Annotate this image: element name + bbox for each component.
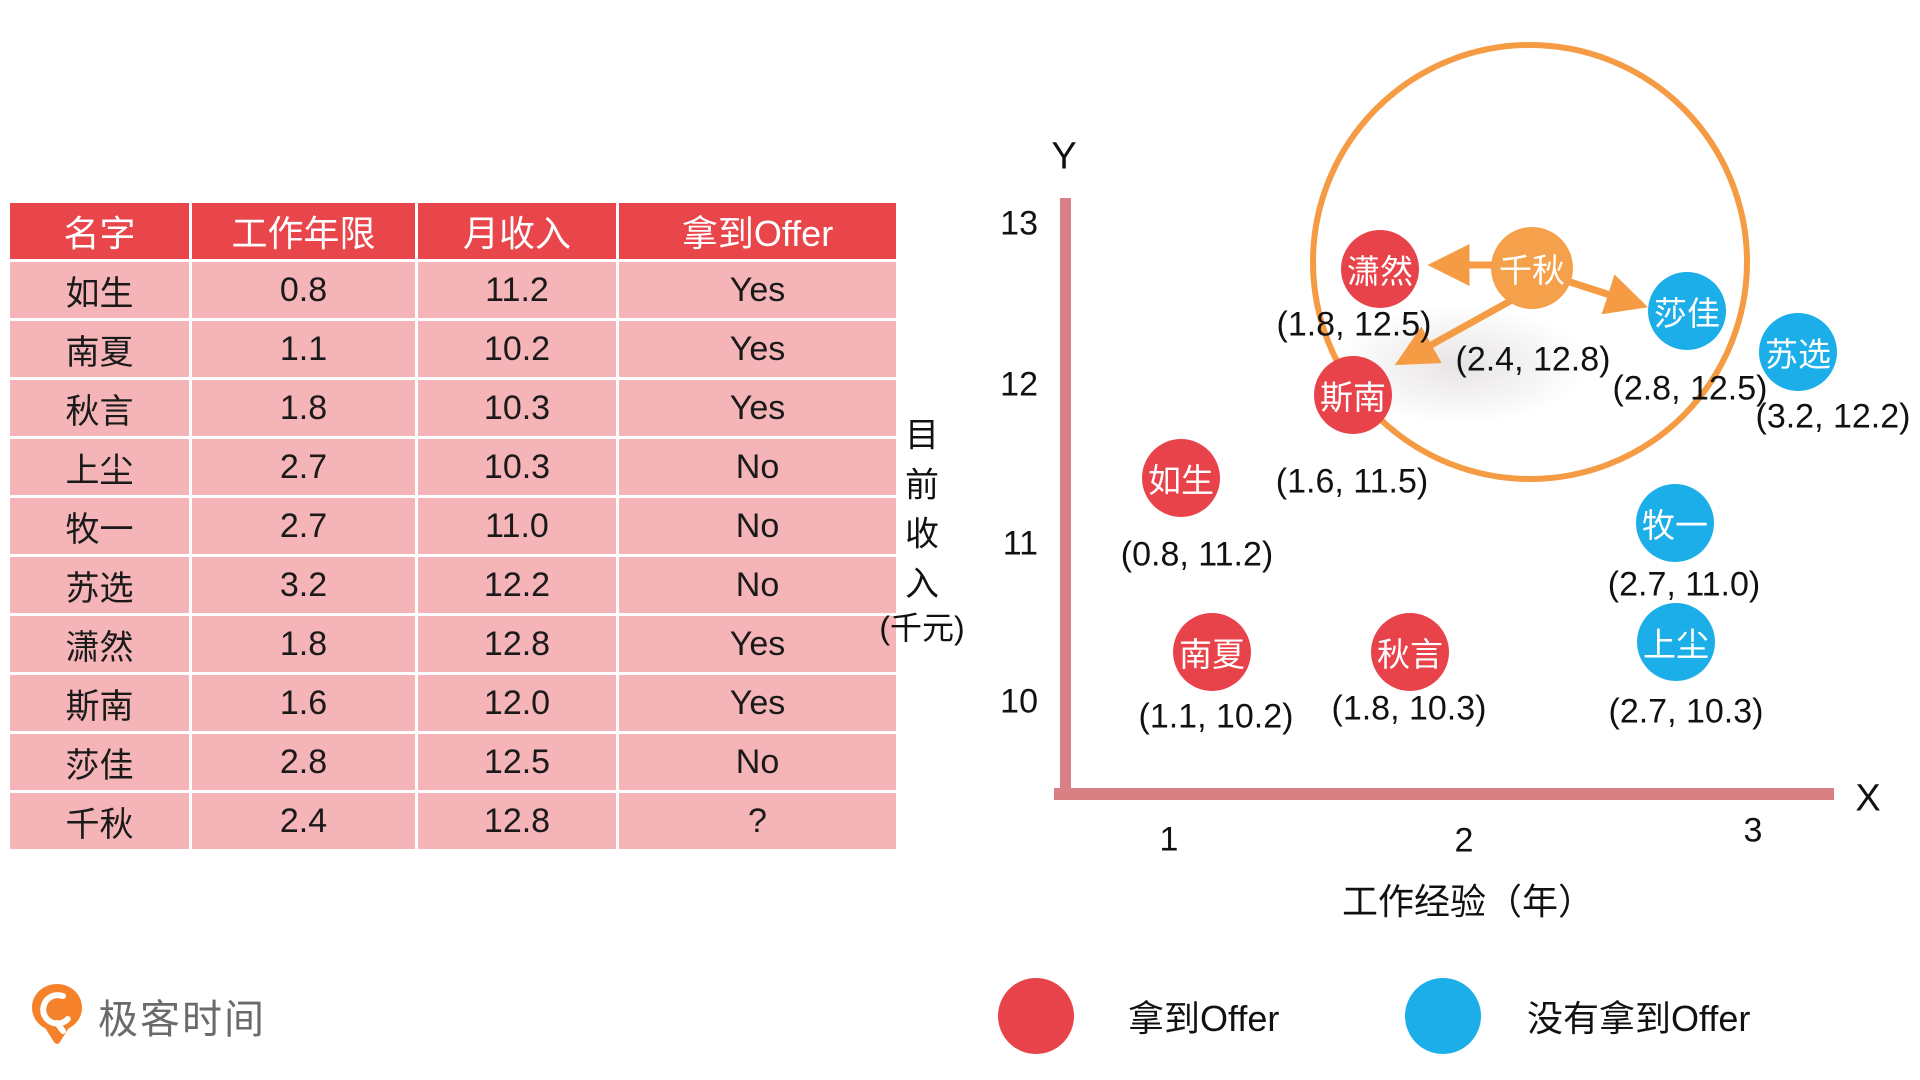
- x-tick-1: 1: [1159, 820, 1179, 859]
- table-cell: 11.0: [418, 498, 616, 554]
- table-cell: 10.3: [418, 439, 616, 495]
- table-cell: 11.2: [418, 262, 616, 318]
- table-cell: 3.2: [192, 557, 415, 613]
- y-axis-title-char: 目: [905, 416, 939, 455]
- x-axis-title: 工作经验（年）: [1341, 881, 1595, 922]
- table-cell: 0.8: [192, 262, 415, 318]
- table-cell: Yes: [619, 675, 896, 731]
- y-axis-unit: (千元): [879, 610, 965, 646]
- coord-label-rusheng: (0.8, 11.2): [1120, 535, 1274, 574]
- coord-label-qiuyan: (1.8, 10.3): [1331, 689, 1487, 728]
- point-shangchen: 上尘: [1637, 603, 1715, 681]
- table-cell: 如生: [10, 262, 189, 318]
- table-cell: 千秋: [10, 793, 189, 849]
- table-cell: No: [619, 557, 896, 613]
- y-tick-12: 12: [1000, 365, 1038, 404]
- table-cell: 莎佳: [10, 734, 189, 790]
- point-xiaoran: 潇然: [1341, 230, 1419, 308]
- table-cell: 斯南: [10, 675, 189, 731]
- table-cell: No: [619, 498, 896, 554]
- table-cell: 苏选: [10, 557, 189, 613]
- col-header-years: 工作年限: [192, 203, 415, 259]
- table-cell: 2.7: [192, 439, 415, 495]
- table-cell: 牧一: [10, 498, 189, 554]
- table-cell: Yes: [619, 321, 896, 377]
- coord-label-shajia: (2.8, 12.5): [1612, 369, 1768, 408]
- table-cell: 2.8: [192, 734, 415, 790]
- table-cell: 10.3: [418, 380, 616, 436]
- x-tick-3: 3: [1743, 811, 1763, 850]
- point-suxuan: 苏选: [1759, 313, 1837, 391]
- table-cell: 12.5: [418, 734, 616, 790]
- coord-label-xiaoran: (1.8, 12.5): [1276, 305, 1432, 344]
- coord-label-sinan: (1.6, 11.5): [1275, 462, 1429, 501]
- point-muyi: 牧一: [1636, 484, 1714, 562]
- col-header-offer: 拿到Offer: [619, 203, 896, 259]
- geektime-logo-icon: [32, 984, 82, 1044]
- y-axis-title-char: 入: [905, 565, 939, 604]
- table-cell: 10.2: [418, 321, 616, 377]
- table-cell: 2.7: [192, 498, 415, 554]
- x-axis-letter: X: [1855, 777, 1881, 820]
- table-cell: ?: [619, 793, 896, 849]
- table-cell: 12.8: [418, 793, 616, 849]
- y-tick-10: 10: [1000, 682, 1038, 721]
- x-axis-line: [1054, 788, 1834, 800]
- point-shajia: 莎佳: [1648, 272, 1726, 350]
- table-cell: No: [619, 439, 896, 495]
- table-cell: 12.0: [418, 675, 616, 731]
- table-cell: 1.6: [192, 675, 415, 731]
- legend-label-no-offer: 没有拿到Offer: [1527, 998, 1751, 1039]
- point-qianqiu: 千秋: [1491, 227, 1573, 309]
- coord-label-shangchen: (2.7, 10.3): [1608, 692, 1764, 731]
- col-header-income: 月收入: [418, 203, 616, 259]
- coord-label-qianqiu: (2.4, 12.8): [1455, 340, 1611, 379]
- brand-footer: 极客时间: [30, 982, 266, 1050]
- legend-dot-no-offer: [1405, 978, 1481, 1054]
- coord-label-nanxia: (1.1, 10.2): [1138, 697, 1294, 736]
- x-tick-2: 2: [1454, 821, 1474, 860]
- legend-dot-offer: [998, 978, 1074, 1054]
- col-header-name: 名字: [10, 203, 189, 259]
- point-qiuyan: 秋言: [1371, 613, 1449, 691]
- table-cell: Yes: [619, 380, 896, 436]
- y-axis-title-char: 收: [905, 515, 939, 554]
- table-cell: 12.8: [418, 616, 616, 672]
- coord-label-muyi: (2.7, 11.0): [1607, 565, 1761, 604]
- y-axis-title-char: 前: [905, 466, 939, 505]
- table-cell: Yes: [619, 616, 896, 672]
- y-axis-letter: Y: [1051, 135, 1077, 178]
- table-cell: 1.8: [192, 380, 415, 436]
- table-cell: 12.2: [418, 557, 616, 613]
- point-nanxia: 南夏: [1173, 613, 1251, 691]
- table-cell: 南夏: [10, 321, 189, 377]
- offer-data-table: 名字 工作年限 月收入 拿到Offer 如生 0.8 11.2 Yes 南夏 1…: [10, 203, 896, 849]
- y-tick-11: 11: [1002, 524, 1038, 563]
- table-cell: 1.1: [192, 321, 415, 377]
- point-rusheng: 如生: [1142, 439, 1220, 517]
- y-axis-line: [1060, 198, 1071, 800]
- coord-label-suxuan: (3.2, 12.2): [1755, 397, 1911, 436]
- table-cell: 上尘: [10, 439, 189, 495]
- point-sinan: 斯南: [1314, 356, 1392, 434]
- table-cell: 潇然: [10, 616, 189, 672]
- table-cell: 1.8: [192, 616, 415, 672]
- table-cell: 秋言: [10, 380, 189, 436]
- table-cell: Yes: [619, 262, 896, 318]
- arrow-to-shajia: [1568, 274, 1648, 315]
- y-tick-13: 13: [1000, 204, 1038, 243]
- brand-name: 极客时间: [98, 998, 266, 1042]
- legend-label-offer: 拿到Offer: [1128, 998, 1280, 1039]
- table-cell: No: [619, 734, 896, 790]
- table-cell: 2.4: [192, 793, 415, 849]
